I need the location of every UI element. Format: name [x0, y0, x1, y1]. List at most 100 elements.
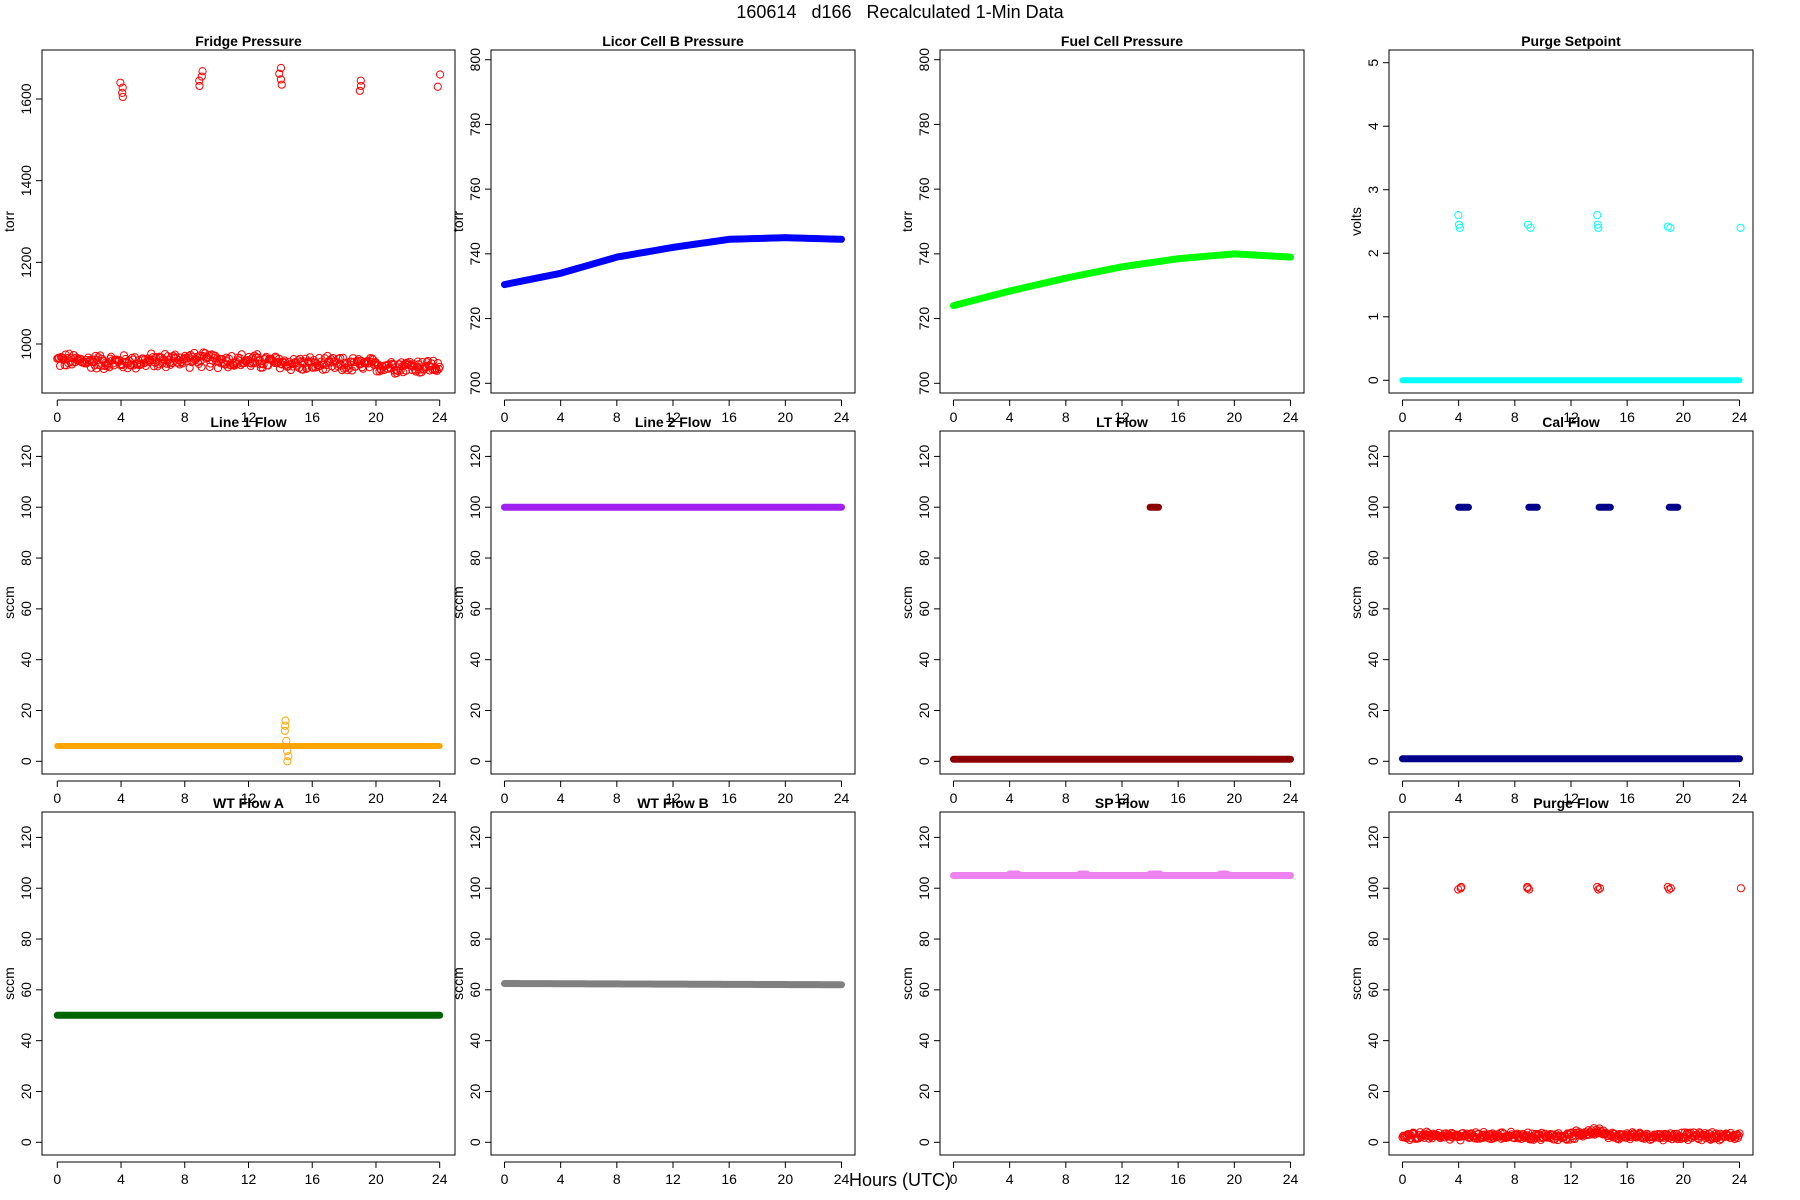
- x-tick-label: 20: [368, 1171, 384, 1187]
- x-axis-label: Hours (UTC): [849, 1170, 951, 1190]
- y-tick-label: 80: [467, 550, 483, 566]
- y-tick-label: 760: [916, 177, 932, 201]
- x-tick-label: 20: [1676, 409, 1692, 425]
- x-tick-label: 12: [665, 790, 681, 806]
- data-point: [379, 365, 389, 375]
- y-tick-label: 100: [18, 876, 34, 900]
- y-tick-label: 0: [916, 757, 932, 765]
- x-tick-label: 8: [181, 1171, 189, 1187]
- x-tick-label: 4: [1006, 790, 1014, 806]
- x-tick-label: 8: [613, 409, 621, 425]
- plot-frame: [1388, 430, 1754, 775]
- data-point: [180, 354, 189, 364]
- data-point: [118, 88, 127, 97]
- y-tick-label: 60: [1365, 982, 1381, 998]
- data-point: [365, 363, 374, 372]
- data-point: [171, 353, 181, 362]
- data-series: [1398, 503, 1744, 763]
- x-tick-label: 8: [1062, 409, 1070, 425]
- x-tick-label: 4: [1006, 1171, 1014, 1187]
- data-point: [408, 365, 417, 375]
- data-point: [283, 747, 292, 756]
- y-axis-label: sccm: [899, 967, 915, 1000]
- data-point: [303, 363, 312, 372]
- x-tick-label: 8: [1062, 790, 1070, 806]
- data-point: [304, 357, 313, 366]
- plot-frame: [41, 49, 456, 394]
- data-point: [83, 357, 92, 367]
- data-point: [367, 357, 376, 366]
- y-axis-label: sccm: [1, 967, 17, 1000]
- panel-title: LT Flow: [1096, 414, 1148, 430]
- panel-8: WT Flow A sccm 0 20 40 60 80 100 120 0 4 8 12 16 20 24: [1, 795, 456, 1187]
- y-tick-label: 40: [916, 652, 932, 668]
- data-point: [435, 70, 445, 79]
- panel-11: Purge Flow sccm 0 20 40 60 80 100 120 0 4 8 12 16 20 24: [1348, 795, 1754, 1187]
- panel-title: Purge Flow: [1533, 795, 1609, 811]
- x-tick-label: 20: [1227, 409, 1243, 425]
- panel-title: Line 2 Flow: [635, 414, 711, 430]
- y-tick-label: 720: [467, 307, 483, 331]
- x-tick-label: 20: [778, 790, 794, 806]
- y-tick-label: 80: [18, 550, 34, 566]
- y-tick-label: 1400: [18, 165, 34, 196]
- y-tick-label: 800: [916, 48, 932, 72]
- x-tick-label: 4: [1455, 790, 1463, 806]
- panel-title: WT Flow A: [213, 795, 284, 811]
- x-tick-label: 24: [1732, 409, 1748, 425]
- data-point: [300, 359, 309, 368]
- y-axis-label: volts: [1348, 207, 1364, 236]
- y-tick-label: 20: [467, 1083, 483, 1099]
- data-point: [195, 76, 204, 85]
- y-tick-label: 20: [467, 702, 483, 718]
- data-point: [321, 365, 330, 374]
- plot-frame: [490, 430, 856, 775]
- data-point: [1523, 220, 1533, 229]
- y-tick-label: 20: [916, 1083, 932, 1099]
- data-point: [115, 356, 124, 365]
- plot-frame: [1388, 49, 1754, 394]
- panel-title: Purge Setpoint: [1521, 33, 1621, 49]
- data-point: [1718, 1130, 1727, 1139]
- x-tick-label: 24: [1732, 1171, 1748, 1187]
- x-tick-label: 12: [1114, 790, 1130, 806]
- y-tick-label: 20: [916, 702, 932, 718]
- data-point: [118, 83, 127, 92]
- panel-title: SP Flow: [1095, 795, 1149, 811]
- y-tick-label: 100: [467, 876, 483, 900]
- y-tick-label: 60: [467, 982, 483, 998]
- x-tick-label: 0: [501, 790, 509, 806]
- x-tick-label: 16: [304, 790, 320, 806]
- x-tick-label: 16: [1619, 790, 1635, 806]
- y-tick-label: 20: [18, 1083, 34, 1099]
- data-point: [55, 361, 65, 370]
- x-tick-label: 4: [117, 409, 125, 425]
- y-tick-label: 4: [1365, 122, 1381, 130]
- x-tick-label: 12: [1114, 1171, 1130, 1187]
- y-axis-label: sccm: [1, 586, 17, 619]
- x-tick-label: 0: [950, 1171, 958, 1187]
- data-point: [401, 366, 411, 375]
- x-tick-label: 0: [1399, 1171, 1407, 1187]
- x-tick-label: 0: [53, 409, 61, 425]
- x-tick-label: 8: [613, 790, 621, 806]
- data-point: [1593, 220, 1602, 229]
- y-tick-label: 1200: [18, 247, 34, 278]
- y-tick-label: 120: [916, 445, 932, 469]
- y-tick-label: 0: [467, 757, 483, 765]
- x-tick-label: 4: [557, 1171, 565, 1187]
- data-series: [1398, 882, 1746, 1145]
- y-tick-label: 100: [18, 495, 34, 519]
- data-point: [276, 75, 286, 84]
- x-tick-label: 8: [1062, 1171, 1070, 1187]
- x-tick-label: 20: [1676, 790, 1692, 806]
- data-point: [281, 716, 290, 725]
- y-tick-label: 40: [1365, 1033, 1381, 1049]
- data-point: [258, 363, 267, 372]
- x-tick-label: 12: [1114, 409, 1130, 425]
- data-point: [1663, 882, 1672, 892]
- y-tick-label: 80: [916, 550, 932, 566]
- y-tick-label: 40: [1365, 652, 1381, 668]
- x-tick-label: 24: [1283, 409, 1299, 425]
